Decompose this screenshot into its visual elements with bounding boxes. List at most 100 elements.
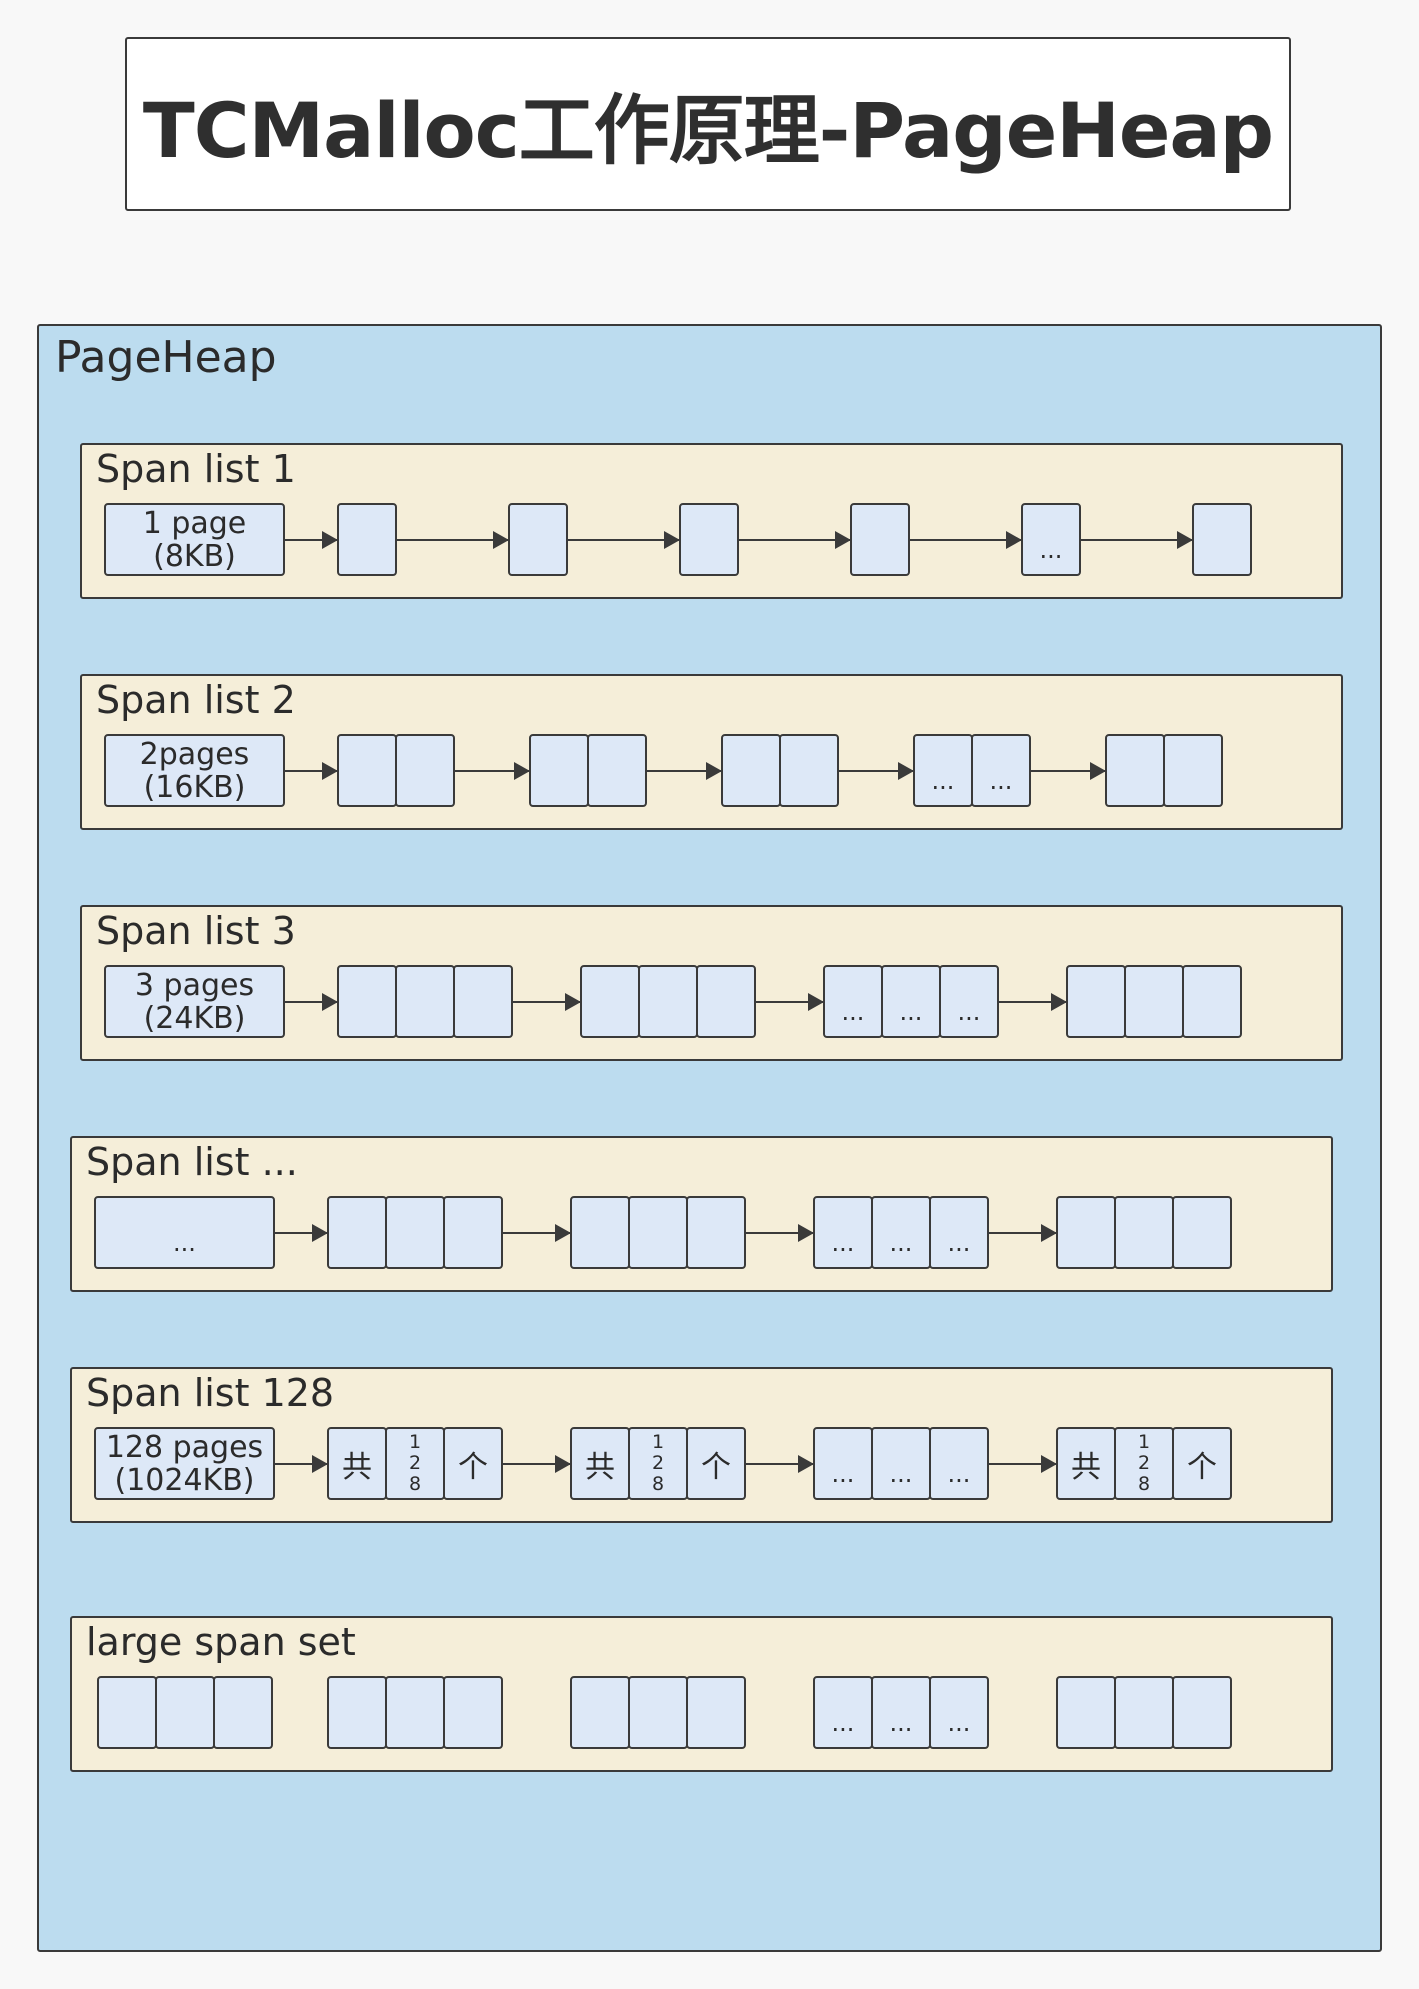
page-cell	[587, 734, 647, 807]
ellipsis-cell: ...	[929, 1196, 989, 1269]
ellipsis-cell: ...	[929, 1676, 989, 1749]
page-cell	[686, 1196, 746, 1269]
span-cell-last: 个	[1172, 1427, 1232, 1500]
span-cell-count: 128	[628, 1427, 688, 1500]
ellipsis-cell: ...	[871, 1676, 931, 1749]
page-cell	[337, 734, 397, 807]
span-cell-first: 共	[327, 1427, 387, 1500]
page-cell	[638, 965, 698, 1038]
page-cell	[696, 965, 756, 1038]
span-cell-last: 个	[443, 1427, 503, 1500]
ellipsis-cell: ...	[971, 734, 1031, 807]
page-cell	[327, 1196, 387, 1269]
link-arrow	[285, 531, 338, 549]
span-list-ellipsis: Span list ... ... ... ... ...	[70, 1136, 1333, 1292]
link-arrow	[1031, 762, 1106, 780]
span-list-3: Span list 3 3 pages (24KB) ... ... ...	[80, 905, 1343, 1061]
page-cell	[337, 965, 397, 1038]
link-arrow	[746, 1224, 814, 1242]
link-arrow	[503, 1224, 571, 1242]
link-arrow	[275, 1224, 328, 1242]
page-cell	[529, 734, 589, 807]
ellipsis-cell: ...	[871, 1196, 931, 1269]
span-cell-first: 共	[570, 1427, 630, 1500]
span-list-1: Span list 1 1 page (8KB) ...	[80, 443, 1343, 599]
span-size-label: 128 pages (1024KB)	[94, 1427, 275, 1500]
ellipsis-cell: ...	[881, 965, 941, 1038]
link-arrow	[503, 1455, 571, 1473]
link-arrow	[285, 762, 338, 780]
span-size-label: ...	[94, 1196, 275, 1269]
page-cell	[395, 965, 455, 1038]
span-list-128: Span list 128 128 pages (1024KB) 共 128 个…	[70, 1367, 1333, 1523]
link-arrow	[568, 531, 680, 549]
page-cell	[1114, 1676, 1174, 1749]
link-arrow	[513, 993, 581, 1011]
span-size-pages: 2pages	[139, 736, 250, 772]
link-arrow	[455, 762, 530, 780]
span-size-pages: 128 pages	[105, 1429, 264, 1465]
page-cell	[1066, 965, 1126, 1038]
span-size-kb: (16KB)	[143, 769, 246, 805]
span-size-label: 3 pages (24KB)	[104, 965, 285, 1038]
span-size-label: 1 page (8KB)	[104, 503, 285, 576]
diagram-title: TCMalloc工作原理-PageHeap	[142, 86, 1274, 175]
span-cell-first: 共	[1056, 1427, 1116, 1500]
span-list-title: Span list ...	[86, 1140, 298, 1184]
ellipsis-cell: ...	[1021, 503, 1081, 576]
span-list-title: Span list 2	[96, 678, 296, 722]
page-cell	[580, 965, 640, 1038]
page-cell	[1182, 965, 1242, 1038]
span-size-pages: ...	[173, 1228, 196, 1257]
link-arrow	[285, 993, 338, 1011]
span-list-2: Span list 2 2pages (16KB) ... ...	[80, 674, 1343, 830]
ellipsis-cell: ...	[871, 1427, 931, 1500]
large-span-set: large span set ... ... ...	[70, 1616, 1333, 1772]
page-cell	[97, 1676, 157, 1749]
span-list-title: Span list 3	[96, 909, 296, 953]
page-cell	[628, 1676, 688, 1749]
link-arrow	[839, 762, 914, 780]
page-cell	[395, 734, 455, 807]
page-cell	[1124, 965, 1184, 1038]
pageheap-container: PageHeap Span list 1 1 page (8KB) ... Sp…	[37, 324, 1382, 1952]
link-arrow	[989, 1224, 1057, 1242]
page-cell	[385, 1676, 445, 1749]
page-cell	[570, 1196, 630, 1269]
page-cell	[679, 503, 739, 576]
page-cell	[1105, 734, 1165, 807]
pageheap-label: PageHeap	[55, 332, 277, 383]
link-arrow	[999, 993, 1067, 1011]
link-arrow	[647, 762, 722, 780]
page-cell	[850, 503, 910, 576]
span-size-label: 2pages (16KB)	[104, 734, 285, 807]
link-arrow	[739, 531, 851, 549]
ellipsis-cell: ...	[913, 734, 973, 807]
ellipsis-cell: ...	[813, 1676, 873, 1749]
link-arrow	[910, 531, 1022, 549]
link-arrow	[989, 1455, 1057, 1473]
span-size-kb: (24KB)	[143, 1000, 246, 1036]
span-list-title: Span list 1	[96, 447, 296, 491]
page-cell	[385, 1196, 445, 1269]
page-cell	[686, 1676, 746, 1749]
ellipsis-cell: ...	[939, 965, 999, 1038]
span-cell-count: 128	[385, 1427, 445, 1500]
link-arrow	[756, 993, 824, 1011]
span-size-pages: 3 pages	[134, 967, 255, 1003]
ellipsis-cell: ...	[813, 1196, 873, 1269]
page-cell	[628, 1196, 688, 1269]
page-cell	[1056, 1196, 1116, 1269]
span-size-kb: (8KB)	[153, 538, 236, 574]
link-arrow	[397, 531, 509, 549]
page-cell	[213, 1676, 273, 1749]
page-cell	[155, 1676, 215, 1749]
ellipsis-cell: ...	[813, 1427, 873, 1500]
page-cell	[1172, 1196, 1232, 1269]
span-list-title: large span set	[86, 1620, 356, 1664]
page-cell	[1192, 503, 1252, 576]
page-cell	[443, 1676, 503, 1749]
link-arrow	[746, 1455, 814, 1473]
page-cell	[443, 1196, 503, 1269]
span-cell-last: 个	[686, 1427, 746, 1500]
